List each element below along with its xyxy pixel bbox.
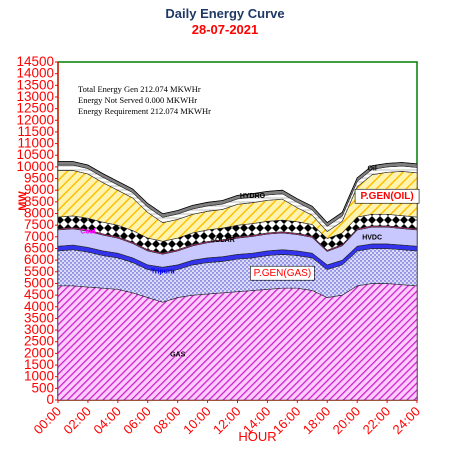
series-label-oil: Oil: [367, 165, 376, 172]
x-tick-label: 22:00: [360, 404, 394, 438]
series-label-p-gen-oil: P.GEN(OIL): [361, 191, 414, 202]
x-tick-label: 18:00: [300, 404, 334, 438]
y-tick-label: 5000: [24, 275, 54, 290]
x-tick-label: 06:00: [120, 404, 154, 438]
y-tick-label: 2500: [24, 334, 54, 349]
y-tick-label: 2000: [24, 345, 54, 360]
x-tick-label: 10:00: [180, 404, 214, 438]
y-tick-label: 1000: [24, 369, 54, 384]
y-tick-label: 0: [46, 392, 54, 407]
y-tick-label: 14500: [16, 54, 54, 69]
annotation-text: Energy Not Served 0.000 MKWHr: [78, 95, 197, 105]
y-tick-label: 1500: [24, 357, 54, 372]
series-label-gas: GAS: [170, 352, 186, 359]
series-label-p-gen-gas: P.GEN(GAS): [254, 268, 312, 279]
y-tick-label: 11500: [17, 124, 54, 139]
series-label-hvdc: HVDC: [362, 234, 382, 241]
y-tick-label: 4000: [24, 299, 54, 314]
x-tick-label: 20:00: [330, 404, 364, 438]
x-tick-label: 24:00: [390, 404, 424, 438]
y-tick-label: 500: [31, 380, 54, 395]
area-gas: [57, 283, 418, 401]
y-tick-label: 9500: [24, 171, 54, 186]
x-tick-label: 08:00: [150, 404, 184, 438]
area-edge-oil: [58, 161, 418, 224]
series-label-box-p-gen-oil: [354, 188, 420, 204]
x-tick-label: 02:00: [60, 404, 94, 438]
annotation-text: Energy Requirement 212.074 MKWHr: [78, 106, 211, 116]
y-tick-label: 6500: [24, 240, 54, 255]
y-tick-label: 11000: [17, 136, 54, 151]
y-tick-label: 12000: [16, 112, 54, 127]
series-label-solar: SOLAR: [210, 237, 235, 244]
y-tick-label: 13500: [16, 77, 54, 92]
y-tick-label: 5500: [24, 264, 54, 279]
y-tick-label: 8000: [24, 206, 54, 221]
x-tick-label: 04:00: [90, 404, 124, 438]
y-tick-label: 4500: [24, 287, 54, 302]
y-tick-label: 7000: [24, 229, 54, 244]
series-label-coal: Coal: [80, 228, 95, 235]
series-label-box-p-gen-gas: [250, 265, 315, 281]
series-label-hydro: HYDRO: [240, 193, 266, 200]
y-tick-label: 14000: [16, 66, 54, 81]
series-label-tripura: Tripura: [151, 268, 175, 275]
y-tick-label: 12500: [16, 101, 54, 116]
x-tick-label: 00:00: [31, 404, 65, 438]
y-tick-label: 3000: [24, 322, 54, 337]
y-tick-label: 13000: [16, 89, 54, 104]
chart-title: Daily Energy Curve: [165, 6, 285, 21]
annotation-text: Total Energy Gen 212.074 MKWHr: [78, 84, 201, 94]
x-axis-title: HOUR: [238, 429, 276, 444]
chart-subtitle: 28-07-2021: [191, 22, 259, 37]
y-tick-label: 3500: [24, 310, 54, 325]
y-tick-label: 10000: [16, 159, 54, 174]
y-axis-title: MW: [17, 191, 29, 211]
y-tick-label: 6000: [24, 252, 54, 267]
y-tick-label: 10500: [16, 147, 54, 162]
y-tick-label: 8500: [24, 194, 54, 209]
y-tick-label: 9000: [24, 182, 54, 197]
y-tick-label: 7500: [24, 217, 54, 232]
